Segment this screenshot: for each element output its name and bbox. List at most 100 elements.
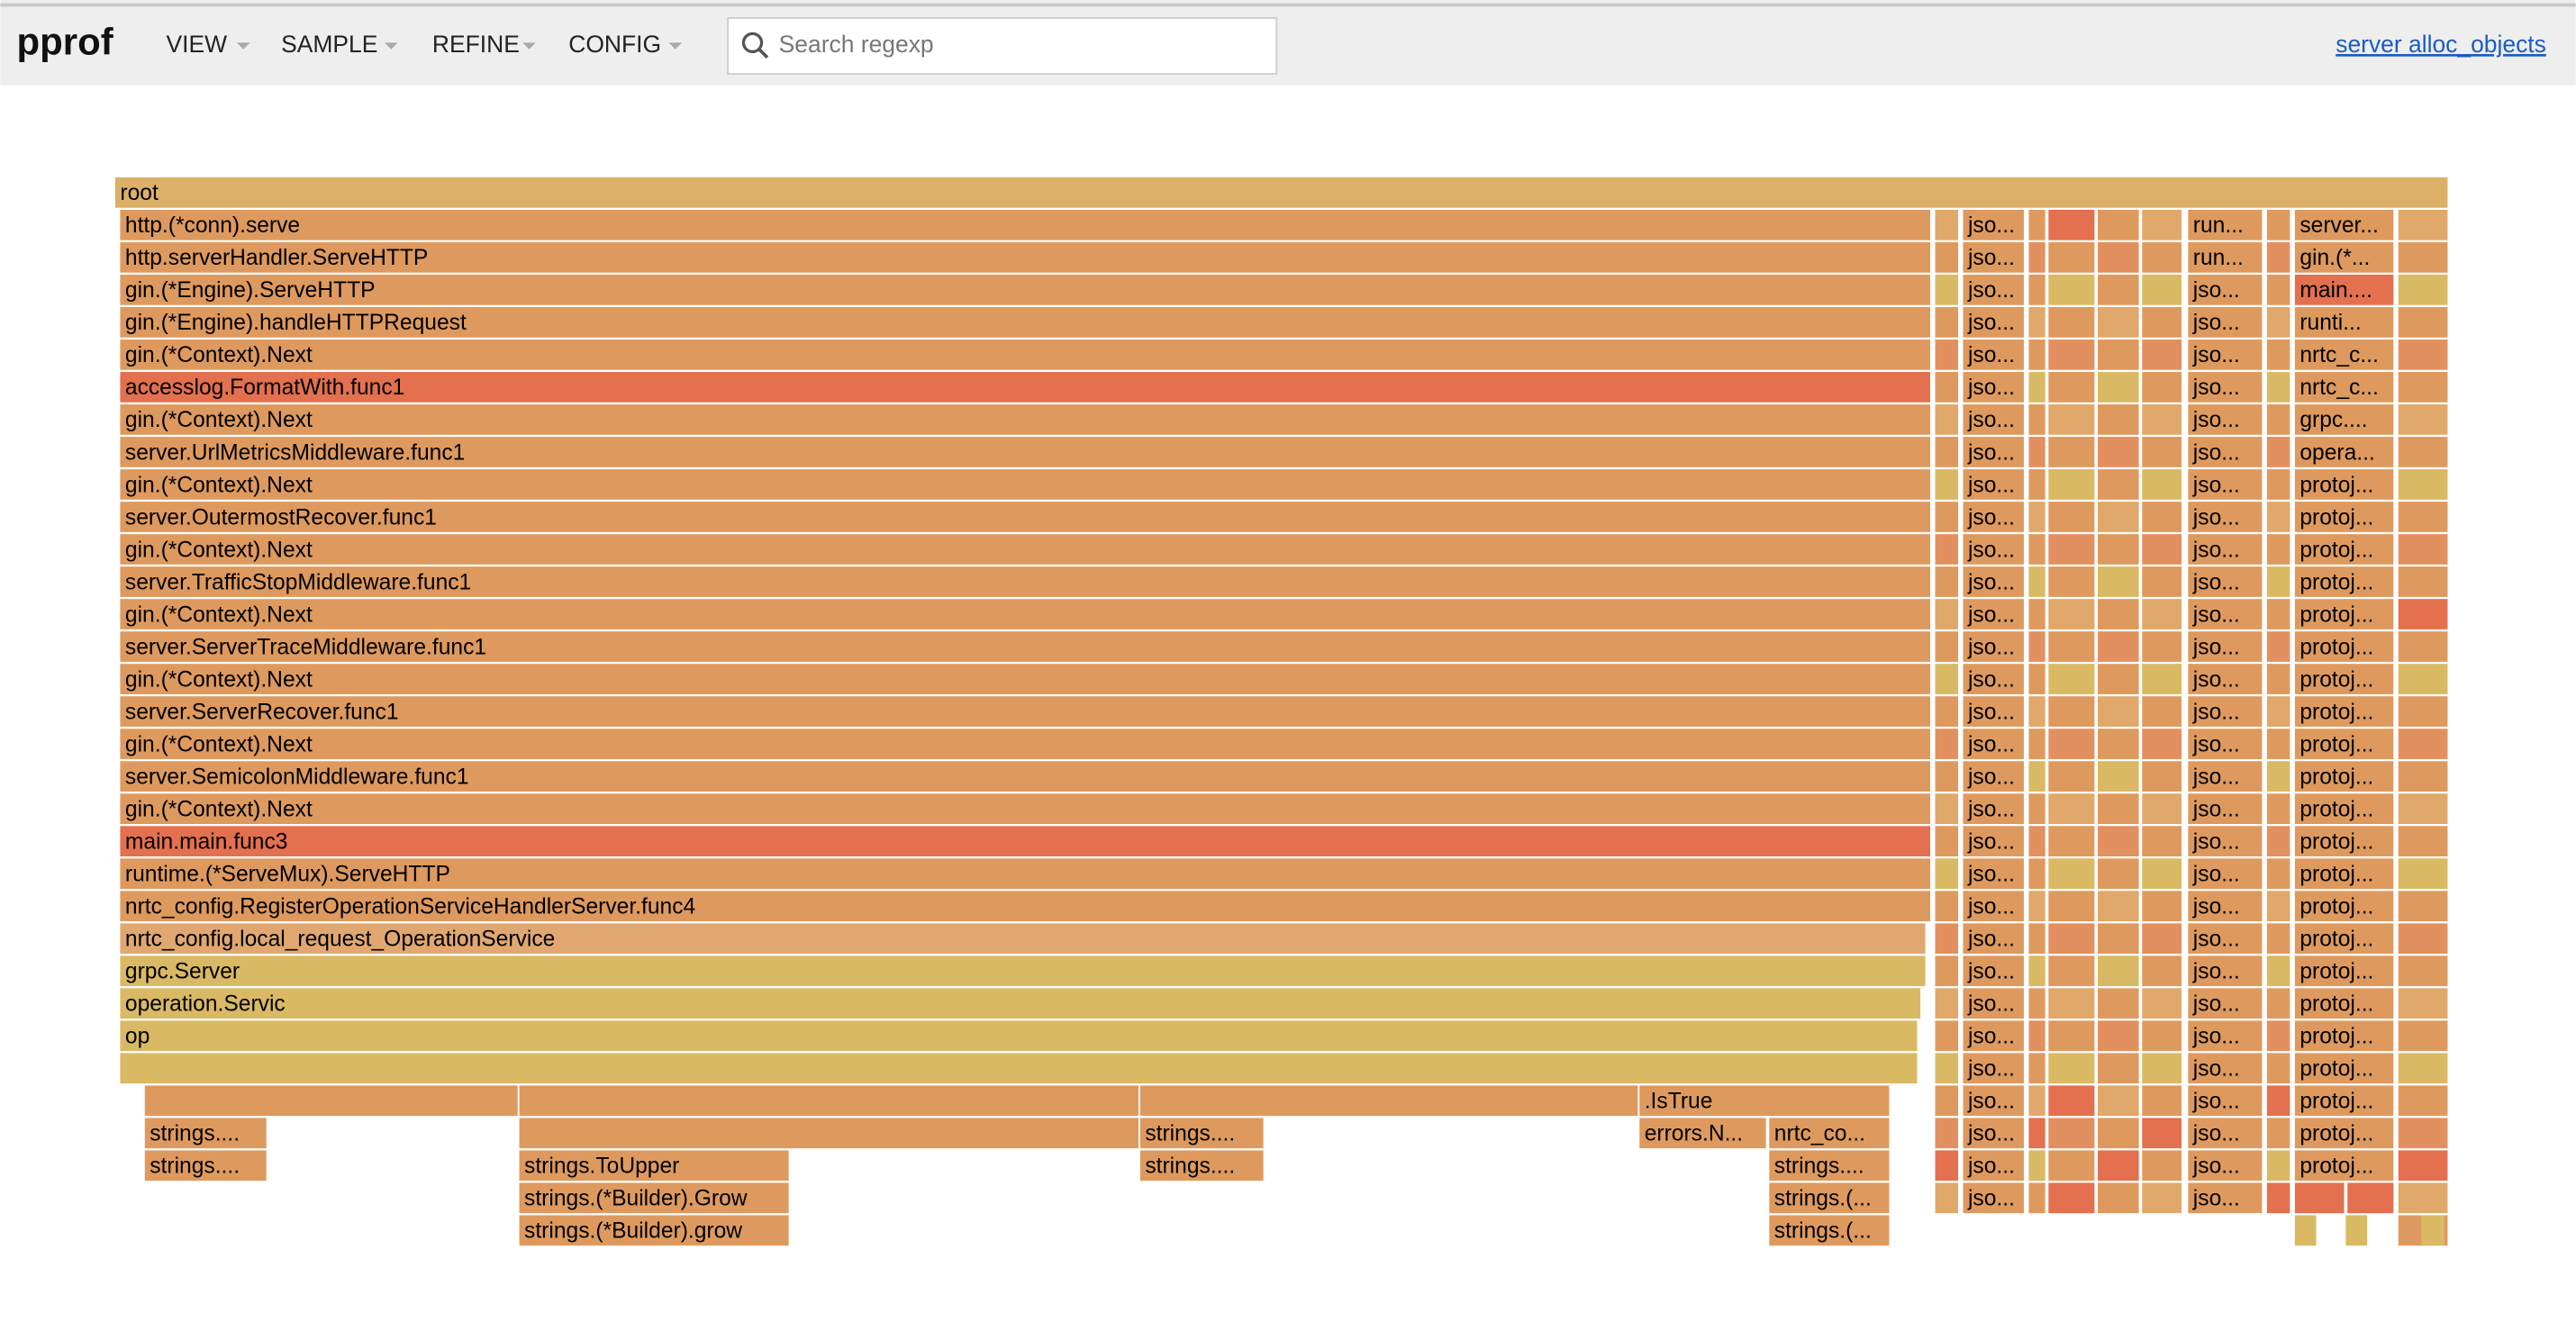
frame-cell[interactable] xyxy=(2266,891,2290,922)
frame-cell[interactable] xyxy=(2398,988,2448,1019)
frame-cell[interactable] xyxy=(2098,729,2139,759)
frame[interactable] xyxy=(2294,404,2394,435)
frame-cell[interactable] xyxy=(2398,307,2448,338)
frame-label[interactable]: protoj... xyxy=(2299,928,2373,952)
frame-cell[interactable] xyxy=(1935,404,1959,435)
frame-label[interactable]: strings.... xyxy=(1145,1122,1235,1146)
frame-cell[interactable] xyxy=(2028,891,2045,922)
frame-label[interactable]: protoj... xyxy=(2299,829,2373,854)
frame-cell[interactable] xyxy=(2048,372,2095,403)
frame-label[interactable]: jso... xyxy=(2192,1154,2240,1179)
frame[interactable] xyxy=(1963,372,2024,403)
frame[interactable] xyxy=(2188,729,2263,759)
frame-cell[interactable] xyxy=(1935,1118,1959,1149)
frame-cell[interactable] xyxy=(2142,1020,2182,1052)
frame-cell[interactable] xyxy=(2028,923,2045,955)
frame-cell[interactable] xyxy=(2048,631,2095,662)
frame[interactable] xyxy=(2294,988,2394,1019)
frame[interactable] xyxy=(1963,437,2024,467)
frame[interactable] xyxy=(120,502,1931,532)
frame-cell[interactable] xyxy=(1935,469,1959,500)
frame[interactable] xyxy=(2188,1020,2263,1052)
frame-label[interactable]: jso... xyxy=(1967,1122,2015,1146)
frame-label[interactable]: nrtc_config.RegisterOperationServiceHand… xyxy=(125,894,695,919)
frame-cell[interactable] xyxy=(2098,566,2139,597)
frame-label[interactable]: nrtc_c... xyxy=(2299,343,2379,367)
frame-label[interactable]: jso... xyxy=(2192,797,2240,821)
frame[interactable] xyxy=(2188,1085,2263,1117)
frame-label[interactable]: jso... xyxy=(2192,700,2240,724)
frame-label[interactable]: jso... xyxy=(1967,894,2015,919)
frame-cell[interactable] xyxy=(2345,1215,2368,1246)
frame-cell[interactable] xyxy=(2098,1020,2139,1052)
frame[interactable] xyxy=(2188,793,2263,824)
frame-cell[interactable] xyxy=(2398,566,2448,597)
frame-label[interactable]: jso... xyxy=(2192,570,2240,594)
frame-cell[interactable] xyxy=(2048,241,2095,273)
frame[interactable] xyxy=(2188,664,2263,694)
frame-label[interactable]: strings.(... xyxy=(1774,1187,1872,1211)
frame-label[interactable]: jso... xyxy=(1967,992,2015,1017)
frame-label[interactable]: jso... xyxy=(1967,1090,2015,1114)
frame-cell[interactable] xyxy=(2398,534,2448,565)
frame-label[interactable]: jso... xyxy=(1967,700,2015,724)
frame[interactable] xyxy=(120,858,1931,890)
frame-cell[interactable] xyxy=(2398,404,2448,435)
frame-cell[interactable] xyxy=(2098,469,2139,500)
frame[interactable] xyxy=(1639,1118,1766,1149)
frame-cell[interactable] xyxy=(1935,988,1959,1019)
frame-label[interactable]: opera... xyxy=(2299,440,2374,465)
frame-label[interactable]: jso... xyxy=(1967,440,2015,465)
frame[interactable] xyxy=(2188,307,2263,338)
frame-cell[interactable] xyxy=(2048,274,2095,305)
frame[interactable] xyxy=(1139,1118,1264,1149)
frame[interactable] xyxy=(2294,274,2394,305)
frame-cell[interactable] xyxy=(2098,826,2139,857)
frame[interactable] xyxy=(120,274,1931,305)
frame-cell[interactable] xyxy=(2048,664,2095,694)
frame-label[interactable]: jso... xyxy=(1967,960,2015,984)
frame-label[interactable]: jso... xyxy=(2192,343,2240,367)
frame-cell[interactable] xyxy=(2266,599,2290,629)
frame[interactable] xyxy=(2188,923,2263,955)
frame-label[interactable]: jso... xyxy=(2192,1122,2240,1146)
frame[interactable] xyxy=(2188,566,2263,597)
frame[interactable] xyxy=(120,988,1921,1019)
frame-label[interactable]: main.... xyxy=(2299,278,2372,303)
frame-cell[interactable] xyxy=(2098,858,2139,890)
frame-label[interactable]: jso... xyxy=(1967,376,2015,400)
frame[interactable] xyxy=(120,664,1931,694)
frame[interactable] xyxy=(2188,988,2263,1019)
frame-cell[interactable] xyxy=(2028,858,2045,890)
frame-cell[interactable] xyxy=(2098,891,2139,922)
frame[interactable] xyxy=(2294,664,2394,694)
frame-cell[interactable] xyxy=(2266,1150,2290,1182)
frame-label[interactable]: protoj... xyxy=(2299,862,2373,886)
frame[interactable] xyxy=(2294,793,2394,824)
frame-cell[interactable] xyxy=(2028,1053,2045,1084)
frame[interactable] xyxy=(2188,891,2263,922)
frame[interactable] xyxy=(519,1182,789,1214)
frame[interactable] xyxy=(120,469,1931,500)
frame-label[interactable]: strings.... xyxy=(1774,1154,1864,1179)
frame[interactable] xyxy=(2188,761,2263,792)
frame[interactable] xyxy=(2294,437,2394,467)
frame[interactable] xyxy=(120,566,1931,597)
frame-cell[interactable] xyxy=(2048,696,2095,727)
frame[interactable] xyxy=(1963,599,2024,629)
frame-cell[interactable] xyxy=(2028,209,2045,240)
frame-label[interactable]: jso... xyxy=(1967,570,2015,594)
frame-cell[interactable] xyxy=(2398,923,2448,955)
frame-label[interactable]: gin.(*Context).Next xyxy=(125,538,313,562)
frame-label[interactable]: jso... xyxy=(1967,765,2015,789)
frame[interactable] xyxy=(2294,599,2394,629)
frame-cell[interactable] xyxy=(2398,1150,2448,1182)
frame[interactable] xyxy=(1963,858,2024,890)
frame[interactable] xyxy=(2188,1150,2263,1182)
frame-label[interactable]: errors.N... xyxy=(1645,1122,1743,1146)
frame-label[interactable]: jso... xyxy=(1967,797,2015,821)
frame[interactable] xyxy=(120,1053,1918,1084)
menu-item[interactable]: REFINE xyxy=(432,31,520,58)
frame-cell[interactable] xyxy=(2098,404,2139,435)
frame-cell[interactable] xyxy=(2048,1053,2095,1084)
